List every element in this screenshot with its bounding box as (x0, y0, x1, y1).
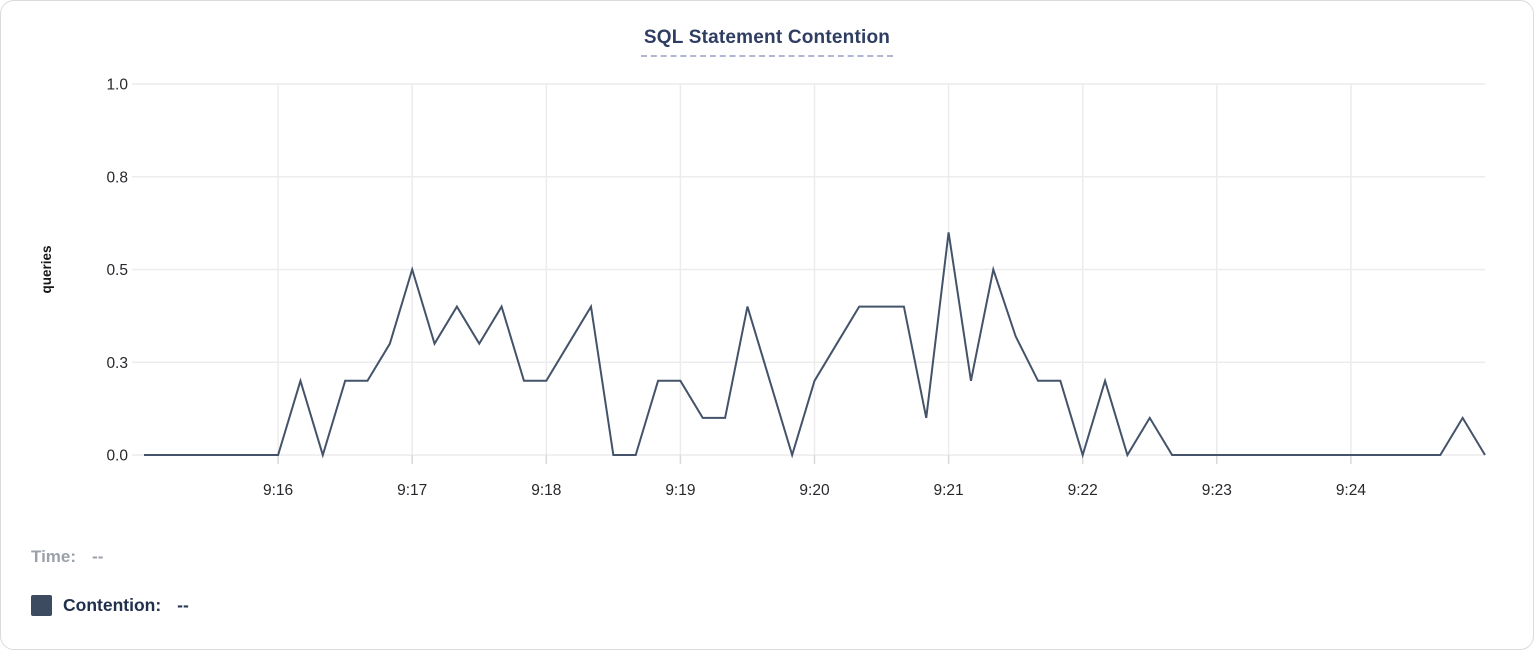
y-tick-label: 1.0 (106, 77, 128, 94)
contention-swatch (31, 594, 52, 616)
chart-title[interactable]: SQL Statement Contention (640, 27, 894, 57)
y-axis-label: queries (39, 245, 54, 293)
legend-time-row: Time: -- (31, 545, 189, 569)
legend-time-label: Time: (31, 547, 77, 566)
x-tick-label: 9:23 (1202, 482, 1232, 499)
contention-chart[interactable]: 0.0 0.3 0.5 0.8 1.0 9:16 9:17 9:18 9:19 9:20 9:21 9… (1, 61, 1536, 521)
x-tick-label: 9:24 (1336, 482, 1367, 499)
y-tick-label: 0.8 (106, 169, 128, 186)
y-tick-label: 0.0 (106, 448, 128, 465)
x-tick-label: 9:19 (665, 482, 695, 499)
chart-hover-legend: Time: -- Contention: -- (31, 545, 189, 617)
chart-title-row: SQL Statement Contention (1, 27, 1533, 57)
x-tick-label: 9:22 (1068, 482, 1098, 499)
legend-time-value: -- (92, 547, 104, 566)
x-tick-label: 9:18 (531, 482, 561, 499)
x-tick-label: 9:17 (397, 482, 427, 499)
x-tick-label: 9:16 (263, 482, 293, 499)
legend-contention-label: Contention: (63, 594, 162, 615)
x-tick-label: 9:21 (934, 482, 964, 499)
y-tick-label: 0.3 (106, 355, 128, 372)
legend-contention-value: -- (177, 594, 189, 615)
contention-line (144, 232, 1486, 459)
x-tick-label: 9:20 (799, 482, 830, 499)
y-tick-label: 0.5 (106, 262, 128, 279)
legend-contention-row: Contention: -- (31, 593, 189, 617)
